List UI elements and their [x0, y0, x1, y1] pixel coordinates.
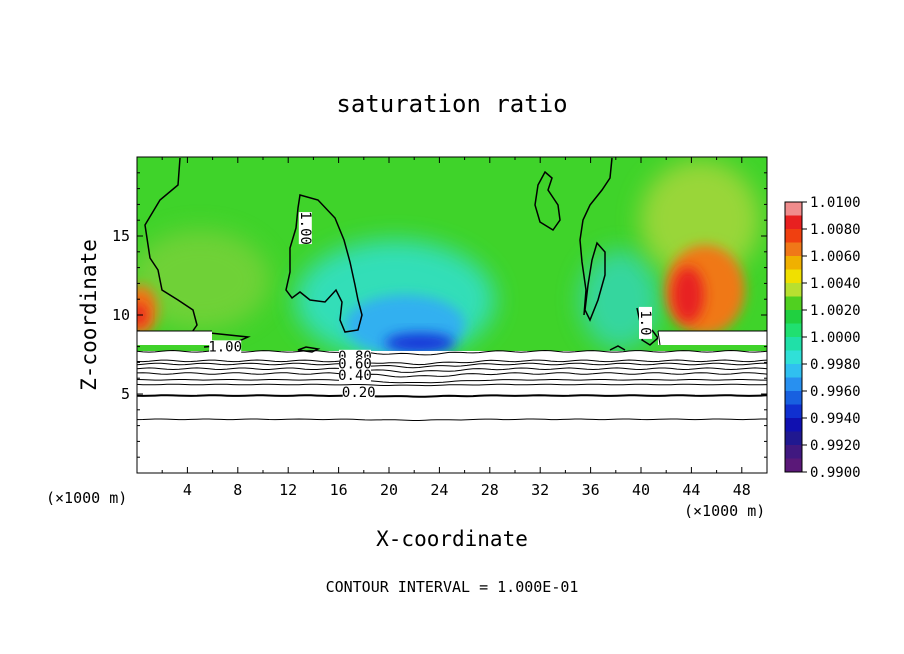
colorbar-swatch: [785, 283, 802, 297]
contour-interval-text: CONTOUR INTERVAL = 1.000E-01: [326, 578, 579, 596]
colorbar-swatch: [785, 404, 802, 419]
contour-bump-right: [609, 345, 626, 351]
contour-line-0.5: [137, 372, 767, 378]
colorbar-tick-label: 1.0040: [810, 276, 861, 292]
contour-right-blob-a: [534, 170, 561, 232]
colorbar-swatch: [785, 364, 802, 378]
field-blue-min: [385, 333, 455, 351]
contour-label-bg: [639, 306, 652, 339]
x-tick-label: 20: [380, 481, 398, 499]
colorbar-swatch: [785, 458, 802, 473]
chart-title: saturation ratio: [336, 90, 567, 118]
colorbar-swatch: [785, 242, 802, 257]
contour-label-bg: [209, 340, 242, 354]
contour-label: 0.40: [338, 368, 372, 384]
colorbar-swatch: [785, 431, 802, 446]
contour-label-bg: [342, 386, 375, 400]
contour-label: 0.20: [342, 385, 376, 401]
contour-bump-mid: [297, 346, 321, 353]
colorbar-swatch: [785, 229, 802, 243]
colorbar-swatch: [785, 296, 802, 311]
contour-line-0.1: [137, 418, 767, 421]
white-box-right: [658, 331, 767, 345]
y-tick-label: 10: [112, 306, 130, 324]
field-lightgreen-right: [640, 160, 760, 280]
contour-center-blob: [285, 194, 363, 333]
contour-line-0.9: [137, 349, 767, 356]
heatmap-field: [137, 157, 767, 351]
colorbar-tick-label: 1.0100: [810, 195, 861, 211]
contour-label-bg: [338, 368, 371, 382]
x-tick-label: 16: [330, 481, 348, 499]
colorbar-swatch: [785, 310, 802, 324]
colorbar-tick-label: 0.9920: [810, 438, 861, 454]
y-tick-label: 5: [121, 385, 130, 403]
white-box-outline: [137, 330, 767, 346]
colorbar-tick-label: 1.0060: [810, 249, 861, 265]
field-lightgreen-left: [137, 230, 270, 330]
contour-line-0.4: [137, 378, 767, 384]
y-axis-label: Z-coordinate: [77, 239, 101, 391]
colorbar-tick-label: 1.0080: [810, 222, 861, 238]
plot-area: 1.001.000.800.600.400.201.0: [136, 156, 768, 474]
colorbar-tick-label: 0.9900: [810, 465, 861, 481]
contour-right-blob-b: [584, 241, 606, 322]
colorbar-tick-label: 0.9980: [810, 357, 861, 373]
contour-label: 1.0: [637, 310, 653, 335]
field-red-right: [672, 267, 704, 323]
lower-contour-lines: [137, 349, 767, 421]
contour-left-boundary: [144, 157, 251, 348]
contour-label-bg: [338, 357, 371, 371]
contour-label: 0.60: [338, 357, 372, 373]
x-tick-label: 40: [632, 481, 650, 499]
x-tick-label: 8: [233, 481, 242, 499]
contour-line-0.8: [137, 359, 767, 366]
contour-label-bg: [298, 212, 312, 245]
colorbar-swatch: [785, 256, 802, 270]
colorbar-swatch: [785, 202, 802, 216]
x-unit-label: (×1000 m): [46, 489, 127, 507]
contour-line-0.2: [137, 394, 767, 398]
colorbar-tick-label: 0.9960: [810, 384, 861, 400]
colorbar-tick-label: 1.0020: [810, 303, 861, 319]
x-tick-label: 44: [682, 481, 700, 499]
contour-label: 1.00: [208, 339, 242, 355]
colorbar-swatch: [785, 215, 802, 230]
x-tick-label: 24: [430, 481, 448, 499]
colorbar-swatch: [785, 445, 802, 459]
colorbar-swatch: [785, 337, 802, 351]
x-tick-label: 12: [279, 481, 297, 499]
colorbar: 1.0100 1.0080 1.0060 1.0040 1.0020 1.0000 0.99…: [784, 195, 861, 481]
colorbar-swatch: [785, 418, 802, 432]
contour-labels: 1.001.000.800.600.400.201.0: [208, 211, 653, 401]
contour-line-0.7: [137, 362, 767, 369]
colorbar-swatch: [785, 391, 802, 405]
white-box-left: [137, 331, 212, 345]
colorbar-swatch: [785, 377, 802, 392]
x-axis-ticks: 4 8 12 16 20 24 28 32 36 40 44 48: [161, 157, 751, 499]
contour-label: 1.00: [297, 211, 313, 245]
y-tick-label: 15: [112, 227, 130, 245]
y-unit-label: (×1000 m): [684, 502, 765, 520]
contour-line-0.3: [137, 383, 767, 387]
x-axis-label: X-coordinate: [376, 527, 528, 551]
y-axis-ticks: 5 10 15: [112, 172, 767, 458]
x-tick-label: 4: [183, 481, 192, 499]
x-tick-label: 28: [481, 481, 499, 499]
colorbar-tick-label: 1.0000: [810, 330, 861, 346]
contour-right-boundary: [579, 157, 613, 316]
colorbar-tick-label: 0.9940: [810, 411, 861, 427]
colorbar-swatch: [785, 350, 802, 365]
x-tick-label: 48: [733, 481, 751, 499]
x-tick-label: 32: [531, 481, 549, 499]
colorbar-swatch: [785, 269, 802, 284]
x-tick-label: 36: [582, 481, 600, 499]
contour-line-0.6: [137, 367, 767, 373]
colorbar-swatch: [785, 323, 802, 338]
